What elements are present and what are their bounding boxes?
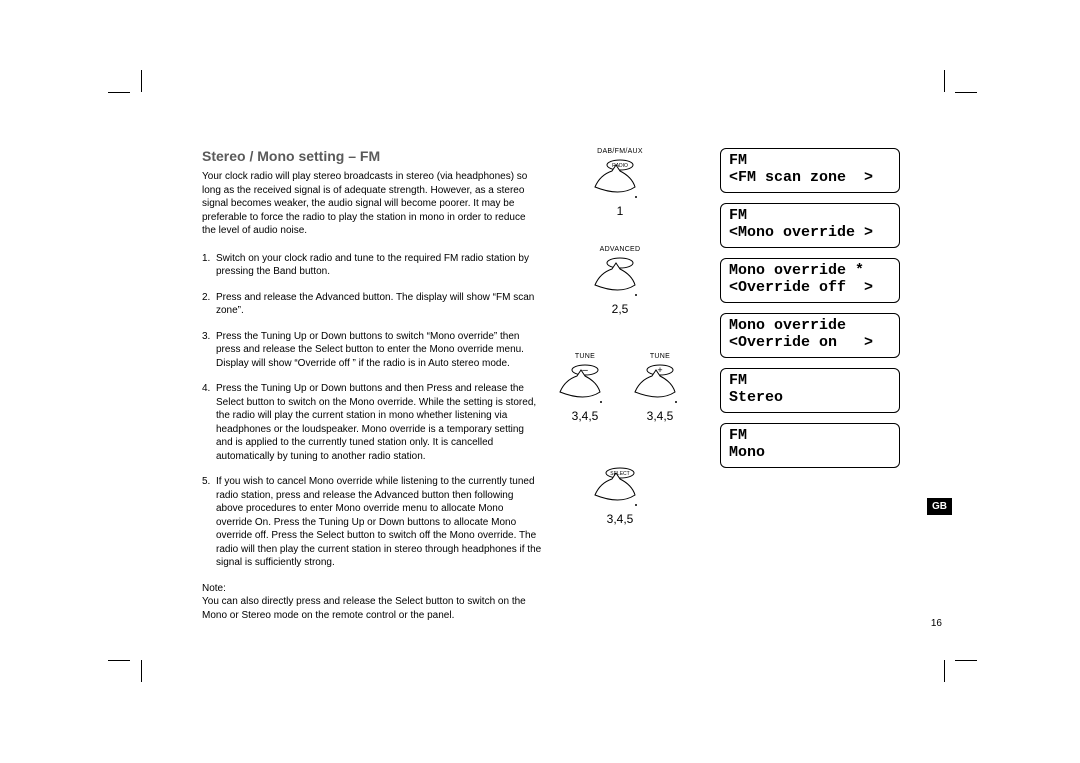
button-inner-label: SELECT [610, 471, 629, 477]
crop-mark [141, 70, 142, 92]
lcd-display: FM <Mono override > [720, 203, 900, 248]
display-line1: Mono override [729, 318, 891, 335]
button-press-illustration: DAB/FM/AUX RADIO 1 [590, 148, 650, 218]
steps-list: 1.Switch on your clock radio and tune to… [202, 252, 542, 570]
display-line2: Mono [729, 445, 891, 462]
display-line2: <FM scan zone > [729, 170, 891, 187]
lcd-display: Mono override * <Override off > [720, 258, 900, 303]
button-top-label: TUNE [555, 353, 615, 360]
button-press-illustration: SELECT 3,4,5 [590, 463, 650, 526]
display-line1: FM [729, 428, 891, 445]
lcd-display: FM <FM scan zone > [720, 148, 900, 193]
display-line2: <Override off > [729, 280, 891, 297]
step-number: 4. [202, 382, 216, 463]
step-text: Press the Tuning Up or Down buttons to s… [216, 330, 542, 371]
note-block: Note: You can also directly press and re… [202, 582, 542, 623]
note-label: Note: [202, 582, 542, 596]
button-press-illustration: TUNE + 3,4,5 [630, 353, 690, 423]
button-top-label: DAB/FM/AUX [590, 148, 650, 155]
step-number: 3. [202, 330, 216, 371]
button-press-illustration: TUNE – 3,4,5 [555, 353, 615, 423]
step-item: 2.Press and release the Advanced button.… [202, 291, 542, 318]
display-line2: <Override on > [729, 335, 891, 352]
step-item: 3.Press the Tuning Up or Down buttons to… [202, 330, 542, 371]
step-reference-number: 1 [590, 204, 650, 218]
step-number: 1. [202, 252, 216, 279]
crop-mark [955, 92, 977, 93]
crop-mark [108, 660, 130, 661]
button-top-label: TUNE [630, 353, 690, 360]
language-badge: GB [927, 498, 952, 515]
step-text: If you wish to cancel Mono override whil… [216, 475, 542, 570]
hand-button-icon [590, 255, 650, 300]
step-number: 5. [202, 475, 216, 570]
step-item: 1.Switch on your clock radio and tune to… [202, 252, 542, 279]
crop-mark [141, 660, 142, 682]
step-text: Press the Tuning Up or Down buttons and … [216, 382, 542, 463]
step-reference-number: 3,4,5 [630, 409, 690, 423]
step-item: 5.If you wish to cancel Mono override wh… [202, 475, 542, 570]
step-reference-number: 3,4,5 [590, 512, 650, 526]
hand-button-icon: – [555, 362, 615, 407]
display-column: FM <FM scan zone > FM <Mono override > M… [720, 148, 900, 478]
button-top-label: ADVANCED [590, 246, 650, 253]
step-number: 2. [202, 291, 216, 318]
intro-paragraph: Your clock radio will play stereo broadc… [202, 170, 542, 238]
lcd-display: FM Stereo [720, 368, 900, 413]
display-line1: FM [729, 373, 891, 390]
manual-page: Stereo / Mono setting – FM Your clock ra… [0, 0, 1080, 763]
display-line2: Stereo [729, 390, 891, 407]
display-line1: FM [729, 153, 891, 170]
lcd-display: Mono override <Override on > [720, 313, 900, 358]
hand-button-icon: SELECT [590, 465, 650, 510]
lcd-display: FM Mono [720, 423, 900, 468]
display-line2: <Mono override > [729, 225, 891, 242]
step-item: 4.Press the Tuning Up or Down buttons an… [202, 382, 542, 463]
crop-mark [108, 92, 130, 93]
crop-mark [944, 660, 945, 682]
crop-mark [944, 70, 945, 92]
button-press-illustration: ADVANCED 2,5 [590, 246, 650, 316]
step-text: Press and release the Advanced button. T… [216, 291, 542, 318]
hand-button-icon: RADIO [590, 157, 650, 202]
step-text: Switch on your clock radio and tune to t… [216, 252, 542, 279]
display-line1: Mono override * [729, 263, 891, 280]
crop-mark [955, 660, 977, 661]
step-reference-number: 3,4,5 [555, 409, 615, 423]
hand-button-icon: + [630, 362, 690, 407]
page-number: 16 [931, 618, 942, 629]
note-body: You can also directly press and release … [202, 595, 542, 622]
step-reference-number: 2,5 [590, 302, 650, 316]
display-line1: FM [729, 208, 891, 225]
